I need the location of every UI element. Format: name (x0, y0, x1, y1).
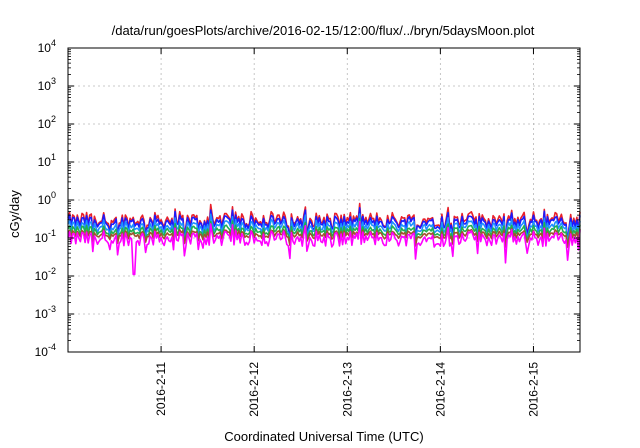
x-tick-label: 2016-2-12 (247, 362, 261, 417)
y-tick-exponent: 2 (51, 114, 56, 124)
y-tick-exponent: 3 (51, 76, 56, 86)
y-tick-label: 10-2 (35, 266, 56, 283)
y-axis-label: cGy/day (7, 190, 22, 238)
chart-title: /data/run/goesPlots/archive/2016-02-15/1… (112, 23, 535, 38)
y-tick-exponent: -1 (48, 228, 56, 238)
y-tick-label: 10-4 (35, 342, 56, 359)
series-line (67, 220, 581, 276)
y-tick-base: 10 (35, 345, 49, 359)
y-tick-exponent: -2 (48, 266, 56, 276)
y-tick-exponent: 4 (51, 38, 56, 48)
y-tick-base: 10 (38, 117, 52, 131)
y-tick-base: 10 (38, 193, 52, 207)
y-tick-exponent: 0 (51, 190, 56, 200)
x-axis-label: Coordinated Universal Time (UTC) (224, 429, 423, 444)
y-tick-exponent: -3 (48, 304, 56, 314)
y-tick-base: 10 (38, 79, 52, 93)
y-tick-label: 101 (38, 152, 56, 169)
y-tick-base: 10 (35, 307, 49, 321)
x-tick-label: 2016-2-15 (526, 362, 540, 417)
y-tick-label: 100 (38, 190, 56, 207)
y-tick-label: 103 (38, 76, 56, 93)
y-tick-base: 10 (38, 155, 52, 169)
x-tick-label: 2016-2-11 (154, 362, 168, 416)
y-tick-label: 10-3 (35, 304, 56, 321)
y-tick-label: 102 (38, 114, 56, 131)
y-tick-base: 10 (35, 231, 49, 245)
y-tick-exponent: -4 (48, 342, 56, 352)
x-axis-ticks: 2016-2-11 2016-2-12 2016-2-13 2016-2-14 2016… (154, 48, 540, 417)
y-tick-base: 10 (35, 269, 49, 283)
y-tick-exponent: 1 (51, 152, 56, 162)
y-tick-label: 10-1 (35, 228, 56, 245)
series-group (67, 202, 581, 276)
grid-lines (68, 48, 580, 352)
y-tick-base: 10 (38, 41, 52, 55)
y-tick-label: 104 (38, 38, 56, 55)
x-tick-label: 2016-2-14 (433, 362, 447, 417)
x-tick-label: 2016-2-13 (340, 362, 354, 417)
